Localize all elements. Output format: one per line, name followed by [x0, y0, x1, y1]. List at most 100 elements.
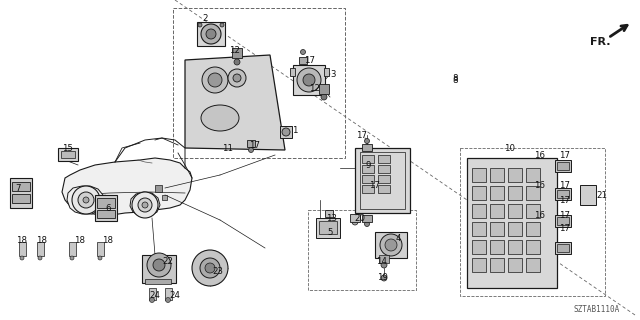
Circle shape [323, 223, 333, 233]
Bar [555, 215, 571, 227]
Bar [319, 84, 329, 94]
Text: 18: 18 [74, 236, 86, 244]
Circle shape [301, 50, 305, 54]
Bar [145, 279, 171, 284]
Circle shape [511, 225, 519, 233]
Circle shape [529, 243, 537, 251]
Ellipse shape [201, 105, 239, 131]
Text: 4: 4 [396, 234, 401, 243]
Circle shape [147, 253, 171, 277]
Text: 12: 12 [230, 45, 241, 54]
Bar [490, 186, 504, 200]
Circle shape [321, 94, 327, 100]
Bar [319, 221, 337, 234]
Text: 20: 20 [355, 213, 365, 222]
Bar [526, 186, 540, 200]
Bar [378, 155, 390, 163]
Bar [526, 204, 540, 218]
Bar [526, 258, 540, 272]
Circle shape [198, 23, 202, 27]
Bar [299, 57, 307, 64]
Circle shape [380, 234, 402, 256]
Bar [472, 258, 486, 272]
Bar [293, 65, 325, 95]
Bar [557, 217, 569, 225]
Text: 24: 24 [150, 291, 161, 300]
Circle shape [529, 189, 537, 197]
Circle shape [72, 186, 100, 214]
Bar [508, 186, 522, 200]
Circle shape [138, 198, 152, 212]
Circle shape [233, 74, 241, 82]
Text: 2: 2 [202, 13, 208, 22]
Circle shape [282, 128, 290, 136]
Bar [378, 165, 390, 173]
Bar [472, 168, 486, 182]
Bar [467, 158, 557, 288]
Circle shape [493, 261, 501, 269]
Circle shape [206, 29, 216, 39]
Bar [490, 258, 504, 272]
Bar [324, 68, 329, 76]
Circle shape [297, 68, 321, 92]
Bar [378, 175, 390, 183]
Bar [362, 175, 374, 183]
Bar [362, 155, 374, 163]
Bar [10, 178, 32, 208]
Bar [280, 126, 292, 138]
Bar [360, 152, 405, 209]
Circle shape [385, 239, 397, 251]
Bar [350, 214, 360, 222]
Bar [472, 204, 486, 218]
Circle shape [142, 202, 148, 208]
Text: 10: 10 [504, 143, 515, 153]
Text: 17: 17 [559, 150, 570, 159]
Bar [142, 255, 176, 283]
Polygon shape [62, 158, 192, 215]
Text: FR.: FR. [589, 37, 611, 47]
Circle shape [205, 263, 215, 273]
Circle shape [511, 243, 519, 251]
Text: 7: 7 [15, 183, 20, 193]
Bar [526, 240, 540, 254]
Text: SZTAB1110A: SZTAB1110A [573, 305, 620, 314]
Circle shape [352, 219, 358, 225]
Bar [173, 8, 345, 158]
Text: 17: 17 [559, 211, 570, 220]
Circle shape [529, 261, 537, 269]
Bar [555, 160, 571, 172]
Bar [69, 242, 76, 256]
Circle shape [511, 261, 519, 269]
Bar [155, 185, 162, 192]
Text: 8: 8 [452, 74, 458, 83]
Polygon shape [130, 192, 160, 216]
Bar [472, 186, 486, 200]
Circle shape [70, 256, 74, 260]
Circle shape [511, 207, 519, 215]
Circle shape [493, 171, 501, 179]
Circle shape [475, 243, 483, 251]
Circle shape [201, 24, 221, 44]
Bar [508, 168, 522, 182]
Bar [290, 68, 295, 76]
Bar [490, 240, 504, 254]
Bar [316, 218, 340, 238]
Bar [362, 215, 372, 222]
Circle shape [475, 207, 483, 215]
Bar [526, 168, 540, 182]
Text: 3: 3 [330, 69, 336, 78]
Circle shape [153, 259, 165, 271]
Bar [362, 185, 374, 193]
Bar [378, 185, 390, 193]
Text: 19: 19 [376, 274, 387, 283]
Circle shape [228, 69, 246, 87]
Text: 17: 17 [356, 131, 367, 140]
Bar [232, 48, 242, 58]
Circle shape [78, 192, 94, 208]
Bar [555, 242, 571, 254]
Bar [97, 210, 115, 218]
Bar [37, 242, 44, 256]
Text: 17: 17 [559, 180, 570, 189]
Bar [12, 182, 30, 191]
Bar [355, 148, 410, 213]
